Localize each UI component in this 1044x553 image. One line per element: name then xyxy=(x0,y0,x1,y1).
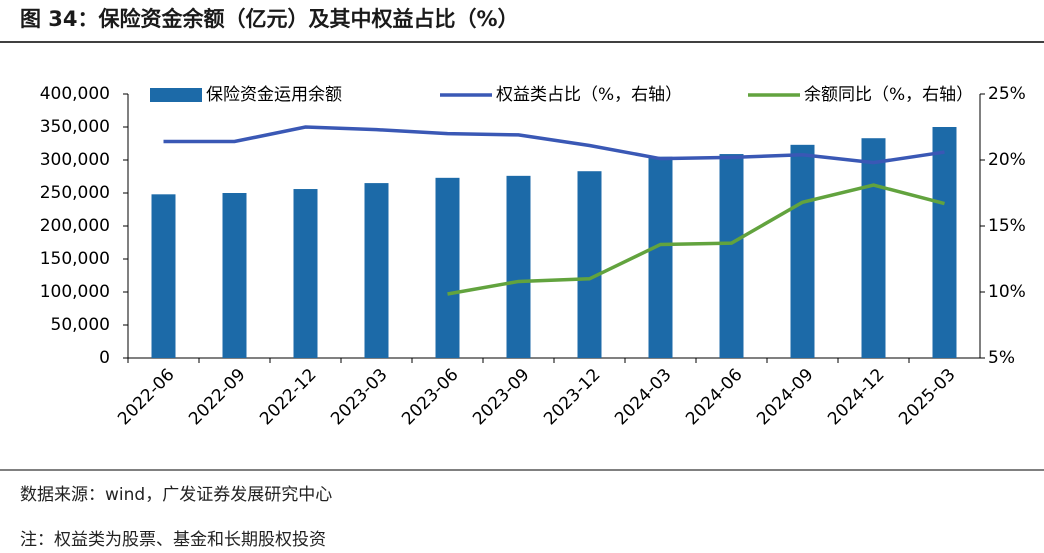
bar xyxy=(719,154,744,358)
x-tick-label: 2024-06 xyxy=(682,365,746,429)
y-tick-label: 0 xyxy=(99,348,110,368)
line xyxy=(163,125,945,165)
x-tick-label: 2024-03 xyxy=(611,365,675,429)
y-tick-label: 200,000 xyxy=(40,216,110,236)
bar xyxy=(506,175,531,358)
y2-tick-label: 25% xyxy=(988,84,1026,104)
x-tick-label: 2024-09 xyxy=(753,365,817,429)
bar xyxy=(293,189,318,358)
bar xyxy=(648,156,673,358)
x-tick-label: 2023-09 xyxy=(469,365,533,429)
y-tick-label: 150,000 xyxy=(40,249,110,269)
legend-swatch xyxy=(150,88,202,102)
bar xyxy=(932,127,957,358)
x-tick-label: 2025-03 xyxy=(895,365,959,429)
x-tick-label: 2022-12 xyxy=(256,365,320,429)
bar xyxy=(222,193,247,358)
legend-label: 权益类占比（%，右轴） xyxy=(496,85,682,105)
legend-label: 余额同比（%，右轴） xyxy=(804,85,973,105)
bar xyxy=(435,177,460,358)
line xyxy=(447,183,945,296)
y2-tick-label: 15% xyxy=(988,216,1026,236)
x-tick-label: 2023-06 xyxy=(398,365,462,429)
y-tick-label: 400,000 xyxy=(40,84,110,104)
bar xyxy=(151,194,176,358)
x-tick-label: 2023-12 xyxy=(540,365,604,429)
x-tick-label: 2022-06 xyxy=(114,365,178,429)
bar xyxy=(577,171,602,358)
chart-title: 图 34：保险资金余额（亿元）及其中权益占比（%） xyxy=(20,7,519,31)
y-tick-label: 50,000 xyxy=(51,315,110,335)
x-tick-label: 2023-03 xyxy=(327,365,391,429)
legend-label: 保险资金运用余额 xyxy=(206,85,342,105)
note: 注：权益类为股票、基金和长期股权投资 xyxy=(20,530,326,550)
y2-tick-label: 5% xyxy=(988,348,1015,368)
y-tick-label: 100,000 xyxy=(40,282,110,302)
y2-tick-label: 10% xyxy=(988,282,1026,302)
y2-tick-label: 20% xyxy=(988,150,1026,170)
source: 数据来源：wind，广发证券发展研究中心 xyxy=(20,485,332,505)
bar xyxy=(790,144,815,358)
x-tick-label: 2022-09 xyxy=(185,365,249,429)
bar xyxy=(364,183,389,358)
x-tick-label: 2024-12 xyxy=(824,365,888,429)
bar xyxy=(861,138,886,358)
y-tick-label: 300,000 xyxy=(40,150,110,170)
y-tick-label: 250,000 xyxy=(40,183,110,203)
y-tick-label: 350,000 xyxy=(40,117,110,137)
